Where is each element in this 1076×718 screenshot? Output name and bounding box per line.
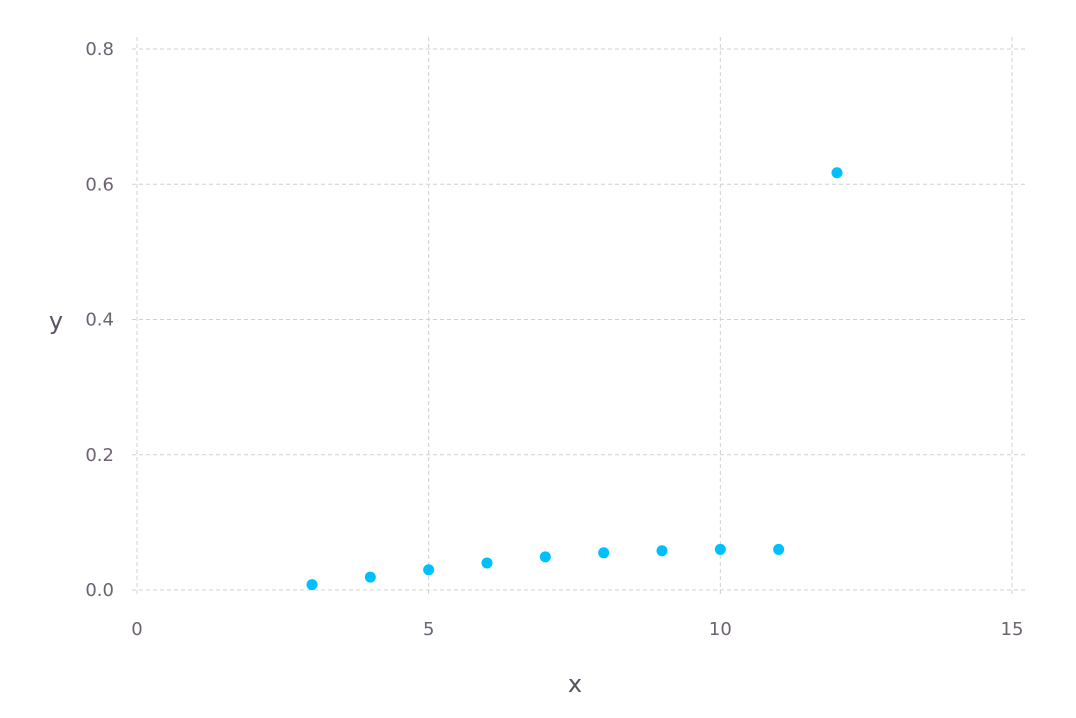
y-tick-label: 0.6 [85, 174, 114, 195]
grid [132, 37, 1027, 597]
x-axis-title: x [568, 670, 582, 698]
data-point [598, 547, 610, 559]
data-point [714, 543, 726, 555]
x-tick-label: 15 [1001, 619, 1024, 640]
y-axis-title: y [49, 307, 63, 335]
y-tick-label: 0.2 [85, 445, 114, 466]
data-point [831, 167, 843, 179]
x-tick-labels: 0 5 10 15 [131, 619, 1023, 640]
x-tick-label: 10 [709, 619, 732, 640]
y-tick-label: 0.0 [85, 580, 114, 601]
x-tick-label: 5 [423, 619, 434, 640]
data-points [306, 167, 843, 591]
y-tick-labels: 0.0 0.2 0.4 0.6 0.8 [85, 39, 114, 601]
data-point [481, 557, 493, 569]
data-point [423, 564, 435, 576]
data-point [656, 545, 668, 557]
x-tick-label: 0 [131, 619, 142, 640]
data-point [773, 543, 785, 555]
y-tick-label: 0.4 [85, 310, 114, 331]
data-point [306, 579, 318, 591]
y-tick-label: 0.8 [85, 39, 114, 60]
data-point [539, 551, 551, 563]
data-point [364, 571, 376, 583]
